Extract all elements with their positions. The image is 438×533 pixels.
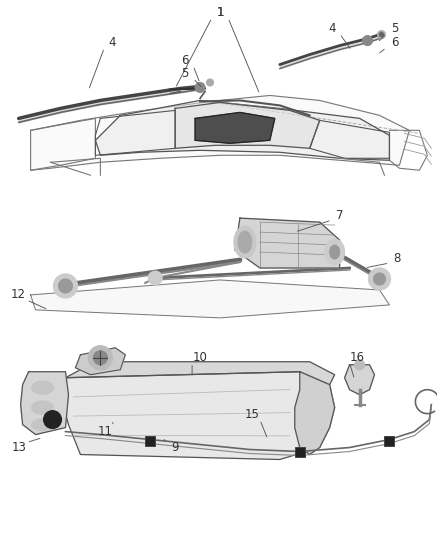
Text: 6: 6 bbox=[391, 36, 398, 49]
Text: 5: 5 bbox=[181, 67, 189, 80]
Circle shape bbox=[93, 351, 107, 365]
Polygon shape bbox=[295, 372, 335, 455]
Text: 16: 16 bbox=[350, 351, 365, 364]
Polygon shape bbox=[75, 348, 125, 375]
Bar bbox=[145, 435, 155, 446]
Circle shape bbox=[374, 273, 385, 285]
Text: 1: 1 bbox=[216, 6, 224, 19]
Polygon shape bbox=[195, 112, 275, 143]
Text: 1: 1 bbox=[216, 6, 224, 19]
Text: 5: 5 bbox=[391, 22, 398, 35]
Polygon shape bbox=[21, 372, 68, 434]
Circle shape bbox=[355, 360, 364, 370]
Circle shape bbox=[378, 30, 385, 38]
Polygon shape bbox=[235, 218, 339, 268]
Text: 12: 12 bbox=[11, 288, 26, 302]
Polygon shape bbox=[345, 365, 374, 394]
Ellipse shape bbox=[330, 245, 339, 259]
Circle shape bbox=[59, 279, 72, 293]
Polygon shape bbox=[175, 102, 320, 148]
Ellipse shape bbox=[32, 381, 53, 394]
Circle shape bbox=[363, 36, 372, 46]
Text: 9: 9 bbox=[171, 441, 179, 454]
Circle shape bbox=[53, 274, 78, 298]
Ellipse shape bbox=[32, 418, 53, 431]
Circle shape bbox=[148, 271, 162, 285]
Text: 10: 10 bbox=[193, 351, 208, 364]
Ellipse shape bbox=[238, 231, 252, 253]
Circle shape bbox=[368, 268, 390, 290]
Polygon shape bbox=[31, 280, 389, 318]
Polygon shape bbox=[60, 372, 335, 459]
Text: 15: 15 bbox=[244, 408, 259, 421]
Text: 6: 6 bbox=[181, 54, 189, 67]
Text: 4: 4 bbox=[109, 36, 116, 49]
Polygon shape bbox=[66, 362, 335, 385]
Text: 13: 13 bbox=[11, 441, 26, 454]
Circle shape bbox=[88, 346, 112, 370]
Ellipse shape bbox=[234, 226, 256, 258]
Text: 7: 7 bbox=[336, 208, 343, 222]
Polygon shape bbox=[31, 95, 410, 170]
Circle shape bbox=[43, 410, 61, 429]
Ellipse shape bbox=[32, 401, 53, 414]
Bar bbox=[295, 447, 305, 456]
Text: 8: 8 bbox=[394, 252, 401, 264]
Polygon shape bbox=[95, 100, 389, 160]
Text: 11: 11 bbox=[98, 425, 113, 438]
Bar bbox=[385, 435, 395, 446]
Circle shape bbox=[207, 79, 213, 86]
Ellipse shape bbox=[325, 239, 345, 265]
Circle shape bbox=[195, 83, 205, 92]
Text: 4: 4 bbox=[328, 22, 336, 35]
Circle shape bbox=[379, 33, 384, 37]
